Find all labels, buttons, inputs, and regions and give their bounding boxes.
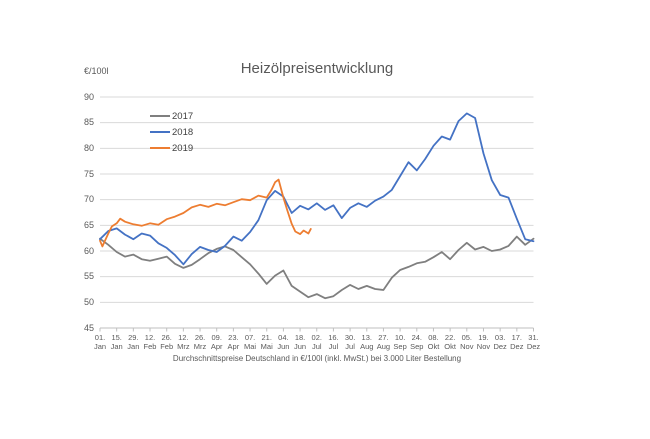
y-tick-label: 85 [83, 117, 94, 128]
x-tick-label: 05. Nov [460, 333, 474, 351]
x-tick-label: 19. Nov [476, 333, 491, 351]
legend-label: 2017 [172, 110, 194, 122]
x-tick-label: 22. Okt [444, 333, 456, 351]
x-tick-label: 09. Apr [210, 333, 223, 351]
x-tick-label: 29. Jan [127, 333, 140, 351]
x-tick-label: 30. Jul [344, 333, 356, 351]
legend-item-2019: 2019 [150, 140, 193, 156]
x-tick-label: 16. Jul [328, 333, 339, 351]
x-tick-label: 15. Jan [110, 333, 123, 351]
x-tick-label: 27. Aug [376, 333, 391, 351]
y-tick-label: 70 [83, 194, 94, 205]
y-tick-label: 80 [83, 142, 94, 153]
legend: 2017 2018 2019 [150, 108, 193, 156]
legend-item-2018: 2018 [150, 124, 193, 140]
y-tick-label: 55 [83, 271, 94, 282]
series-line-2017 [99, 235, 535, 300]
x-tick-label: 12. Feb [143, 333, 157, 351]
x-tick-label: 17. Dez [510, 333, 524, 351]
x-tick-label: 12. Mrz [177, 333, 190, 351]
y-tick-label: 60 [83, 245, 94, 256]
x-tick-label: 13. Aug [360, 333, 374, 351]
y-tick-label: 45 [83, 322, 94, 333]
legend-item-2017: 2017 [150, 108, 193, 124]
x-tick-label: 08. Okt [427, 333, 440, 351]
y-tick-label: 50 [83, 296, 94, 307]
x-tick-label: 24. Sep [410, 333, 424, 351]
legend-line-swatch [150, 147, 170, 149]
x-tick-label: 01. Jan [93, 333, 107, 351]
x-tick-label: 26. Feb [160, 333, 174, 351]
y-tick-label: 75 [83, 168, 94, 179]
legend-line-swatch [150, 131, 170, 133]
legend-label: 2019 [172, 142, 194, 154]
x-tick-label: 31. Dez [526, 333, 541, 351]
x-tick-label: 10. Sep [393, 333, 407, 351]
legend-line-swatch [150, 115, 170, 117]
x-tick-label: 18. Jun [294, 333, 307, 351]
x-tick-label: 04. Jun [277, 333, 290, 351]
x-tick-label: 21. Mai [260, 333, 273, 351]
y-tick-label: 90 [83, 91, 94, 102]
x-tick-label: 07. Mai [244, 333, 257, 351]
x-tick-label: 03. Dez [493, 333, 507, 351]
y-axis-unit-label: €/100l [84, 66, 109, 76]
legend-label: 2018 [172, 126, 194, 138]
x-tick-label: 26. Mrz [193, 333, 207, 351]
chart-title: Heizölpreisentwicklung [240, 60, 394, 77]
y-tick-label: 65 [83, 219, 94, 230]
series-line-2018 [99, 112, 535, 266]
x-tick-label: 02. Jul [311, 333, 322, 351]
chart-subtitle: Durchschnittspreise Deutschland in €/100… [172, 354, 462, 363]
x-tick-label: 23. Apr [227, 333, 240, 351]
series-line-2019 [99, 178, 312, 248]
